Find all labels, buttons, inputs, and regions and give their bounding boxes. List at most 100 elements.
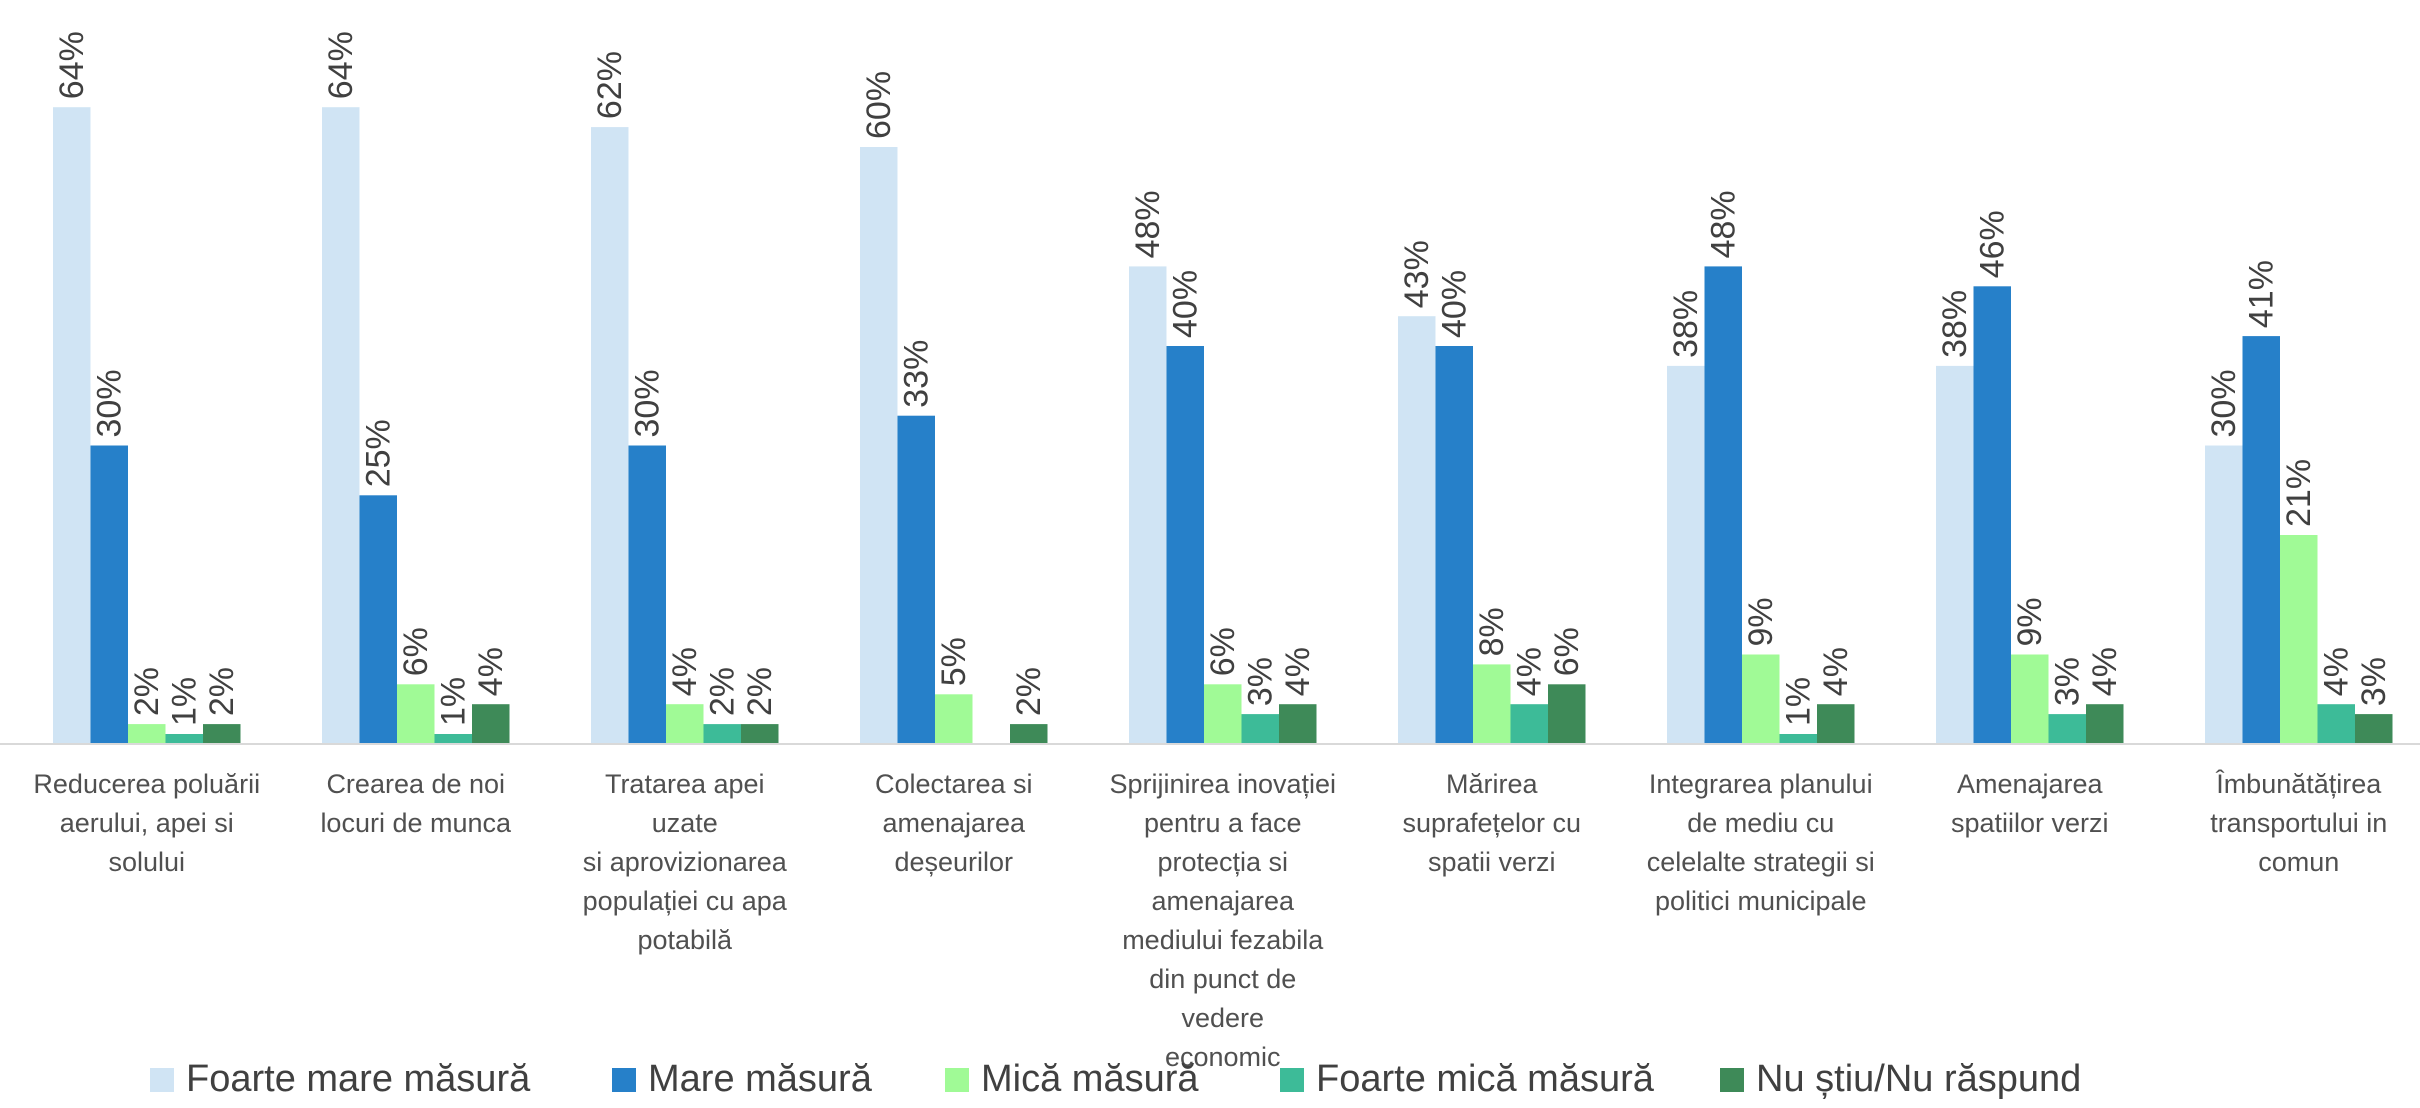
- bar: [1010, 724, 1048, 744]
- data-label: 21%: [2280, 459, 2318, 527]
- data-label: 4%: [1279, 647, 1317, 696]
- bar: [1817, 704, 1855, 744]
- data-label: 48%: [1704, 190, 1742, 258]
- data-label: 6%: [1204, 627, 1242, 676]
- legend-label: Mică măsură: [981, 1058, 1199, 1100]
- data-label: 30%: [2205, 369, 2243, 437]
- bar: [359, 495, 397, 744]
- category-label-line: Sprijinirea inovației: [1109, 769, 1337, 799]
- data-label: 43%: [1398, 240, 1436, 308]
- bar: [1704, 266, 1742, 744]
- bar: [897, 415, 935, 744]
- bar: [2317, 704, 2355, 744]
- category-label: Mărirea suprafețelor cu spatii verzi: [1377, 765, 1607, 882]
- legend-item: Nu știu/Nu răspund: [1720, 1058, 2081, 1101]
- bar: [2011, 654, 2049, 744]
- category-label-line: mediului fezabila: [1122, 925, 1324, 955]
- category-label-line: Colectarea si: [874, 769, 1033, 799]
- bar-chart: 64%30%2% 1% 2%64%25%6%1%4%62%30%4% 2% 2%60%3…: [0, 31, 2420, 745]
- bar: [203, 724, 241, 744]
- category-label: Tratarea apei uzate si aprovizionarea popu…: [570, 765, 800, 960]
- bar: [1779, 734, 1817, 744]
- category-label: Integrarea planului de mediu cu celelalte …: [1646, 765, 1876, 921]
- bar: [666, 704, 704, 744]
- category-label-line: amenajarea: [1151, 886, 1295, 916]
- data-label: 64%: [53, 31, 91, 99]
- data-label: 4%: [1817, 647, 1855, 696]
- bar: [53, 107, 91, 744]
- category-label-line: Reducerea poluării: [33, 769, 261, 799]
- category-label-line: Tratarea apei uzate: [604, 769, 765, 838]
- bar: [628, 445, 666, 744]
- bar: [1279, 704, 1317, 744]
- category-label: Crearea de noi locuri de munca: [301, 765, 531, 843]
- category-label-line: Crearea de noi: [326, 769, 506, 799]
- data-label: 1%: [434, 677, 472, 726]
- category-label-line: aerului, apei si: [59, 808, 234, 838]
- category-label-line: si aprovizionarea: [582, 847, 787, 877]
- legend-item: Mare măsură: [612, 1058, 872, 1101]
- data-label: 33%: [897, 340, 935, 408]
- data-label: 3%: [2048, 657, 2086, 706]
- bar: [165, 734, 203, 744]
- category-label: Amenajarea spatiilor verzi: [1915, 765, 2145, 843]
- legend-swatch: [150, 1067, 174, 1092]
- data-label: 2%: [741, 667, 779, 716]
- legend-label: Mare măsură: [648, 1058, 872, 1100]
- category-label-line: Îmbunătățirea: [2216, 769, 2382, 799]
- data-label: 40%: [1166, 270, 1204, 338]
- bar: [1473, 664, 1511, 744]
- bar: [90, 445, 128, 744]
- legend-swatch: [1280, 1067, 1304, 1092]
- category-label-line: comun: [2258, 847, 2340, 877]
- bar: [1166, 346, 1204, 744]
- bar: [1742, 654, 1780, 744]
- data-label: 2%: [703, 667, 741, 716]
- category-label-line: deșeurilor: [894, 847, 1014, 877]
- category-label-line: celelalte strategii si: [1646, 847, 1875, 877]
- category-label-line: populației cu apa: [582, 886, 787, 916]
- value-labels-group: 64%30%2% 1% 2%64%25%6%1%4%62%30%4% 2% 2%60%3…: [53, 31, 2393, 726]
- bar: [1510, 704, 1548, 744]
- bar: [1936, 365, 1974, 744]
- bar: [703, 724, 741, 744]
- bar: [741, 724, 779, 744]
- data-label: 64%: [322, 31, 360, 99]
- data-label: 6%: [397, 627, 435, 676]
- bar: [2355, 714, 2393, 744]
- category-label-line: politici municipale: [1654, 886, 1867, 916]
- bar: [2242, 336, 2280, 744]
- data-label: 30%: [628, 369, 666, 437]
- bar: [2048, 714, 2086, 744]
- data-label: 2%: [1010, 667, 1048, 716]
- data-label: 2%: [128, 667, 166, 716]
- category-label-line: Amenajarea: [1956, 769, 2103, 799]
- data-label: 4%: [2317, 647, 2355, 696]
- data-label: 2%: [203, 667, 241, 716]
- legend-swatch: [612, 1067, 636, 1092]
- category-label: Colectarea si amenajarea deșeurilor: [839, 765, 1069, 882]
- category-label-line: amenajarea: [882, 808, 1026, 838]
- data-label: 4%: [2086, 647, 2124, 696]
- bar: [472, 704, 510, 744]
- bars-group: [53, 107, 2393, 745]
- bar: [1667, 365, 1705, 744]
- category-label-line: din punct de vedere: [1149, 964, 1297, 1033]
- legend-item: Foarte mică măsură: [1280, 1058, 1654, 1101]
- bar: [1548, 684, 1586, 744]
- bar: [1204, 684, 1242, 744]
- category-label-line: Integrarea planului: [1648, 769, 1873, 799]
- data-label: 9%: [2011, 597, 2049, 646]
- data-label: 62%: [591, 51, 629, 119]
- bar: [860, 147, 898, 744]
- category-label-line: solului: [108, 847, 186, 877]
- data-label: 5%: [935, 637, 973, 686]
- legend-label: Nu știu/Nu răspund: [1756, 1058, 2082, 1100]
- data-label: 41%: [2242, 260, 2280, 328]
- data-label: 30%: [90, 369, 128, 437]
- legend: Foarte mare măsură Mare măsură Mică măsură…: [0, 1058, 2420, 1108]
- bar: [591, 127, 629, 745]
- bar: [935, 694, 973, 745]
- bar: [434, 734, 472, 744]
- data-label: 6%: [1548, 627, 1586, 676]
